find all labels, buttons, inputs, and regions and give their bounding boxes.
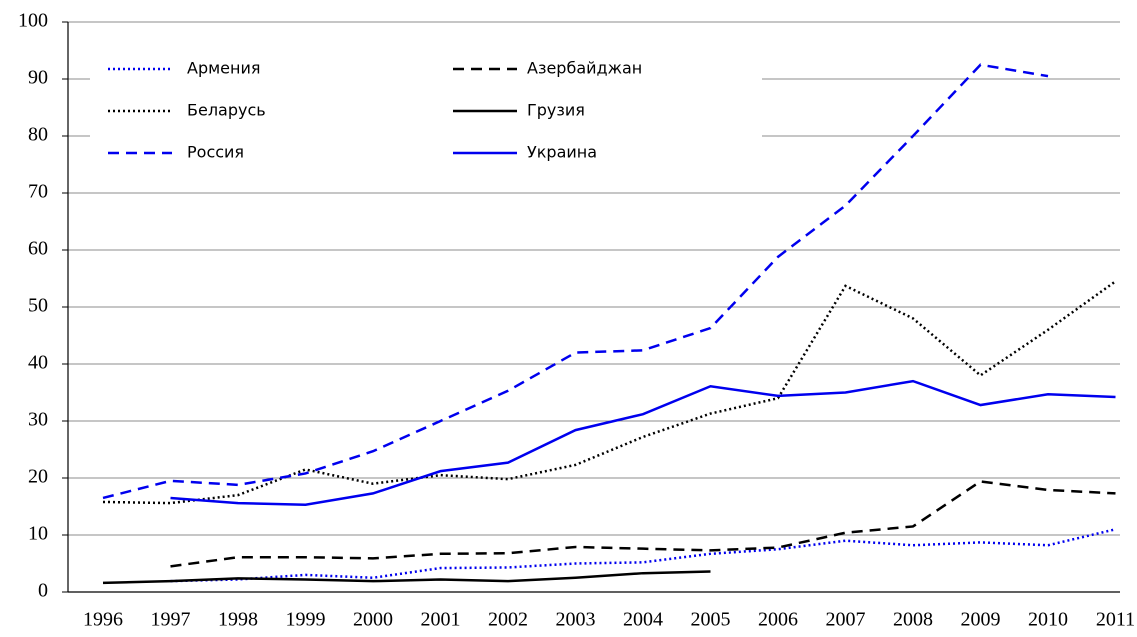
- x-tick-label: 2011: [1096, 609, 1135, 631]
- x-tick-label: 1997: [151, 609, 191, 631]
- series-line: [170, 379, 1116, 507]
- x-tick-label: 2004: [623, 609, 663, 631]
- y-tick-label: 50: [28, 295, 48, 317]
- x-tick-label: 2005: [691, 609, 731, 631]
- legend-label: Азербайджан: [527, 59, 642, 78]
- y-tick-label: 10: [28, 523, 48, 545]
- y-tick-label: 60: [28, 238, 48, 260]
- legend-background: [90, 48, 762, 176]
- series-line: [102, 570, 711, 585]
- x-tick-label: 1996: [83, 609, 123, 631]
- lines: [102, 63, 1117, 585]
- legend-label: Украина: [527, 143, 597, 162]
- y-tick-label: 90: [28, 67, 48, 89]
- legend-label: Россия: [187, 143, 244, 162]
- y-tick-label: 40: [28, 352, 48, 374]
- legend-label: Армения: [187, 59, 261, 78]
- x-tick-label: 2003: [556, 609, 596, 631]
- y-tick-label: 30: [28, 409, 48, 431]
- legend: Армения Азербайджан Беларусь Грузия Россия Ук…: [108, 59, 642, 162]
- y-tick-label: 80: [28, 124, 48, 146]
- x-tick-label: 2006: [758, 609, 798, 631]
- series-line: [102, 63, 1049, 500]
- series-line: [102, 280, 1117, 505]
- x-tick-label: 1998: [218, 609, 258, 631]
- legend-label: Беларусь: [187, 101, 266, 120]
- x-tick-label: 2008: [893, 609, 933, 631]
- x-tick-label: 2007: [826, 609, 866, 631]
- x-tick-label: 2000: [353, 609, 393, 631]
- x-tick-label: 2009: [961, 609, 1001, 631]
- x-tick-label: 2010: [1028, 609, 1068, 631]
- y-tick-label: 20: [28, 466, 48, 488]
- legend-label: Грузия: [527, 101, 585, 120]
- y-tick-label: 70: [28, 181, 48, 203]
- y-tick-label: 100: [18, 10, 48, 32]
- x-tick-label: 2002: [488, 609, 528, 631]
- x-tick-label: 1999: [286, 609, 326, 631]
- y-tick-label: 0: [38, 580, 48, 602]
- series-line: [170, 480, 1116, 568]
- x-tick-label: 2001: [421, 609, 461, 631]
